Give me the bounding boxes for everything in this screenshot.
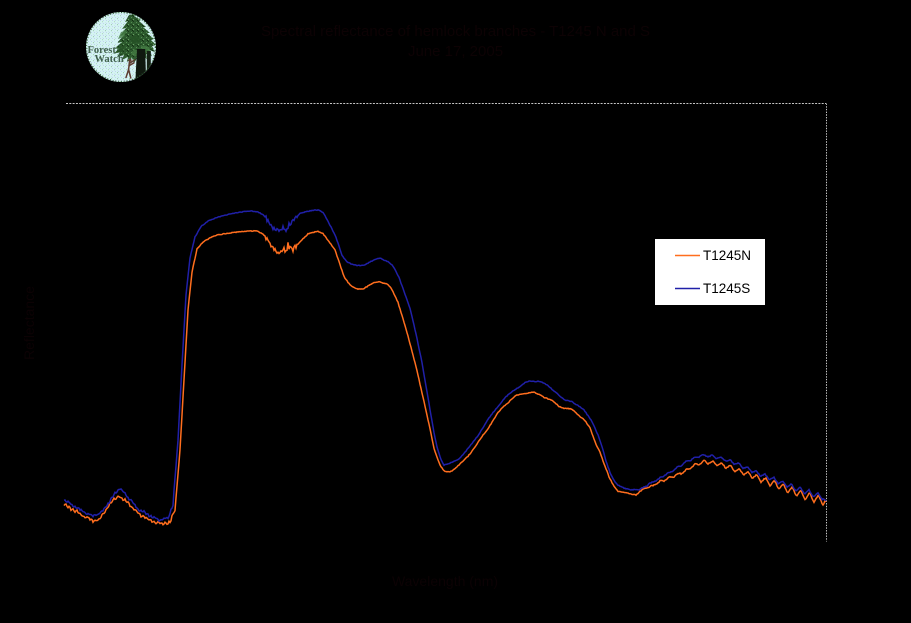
svg-text:Watch: Watch <box>95 54 124 65</box>
svg-text:T1245N: T1245N <box>703 248 751 263</box>
svg-text:Forest: Forest <box>88 45 117 56</box>
svg-text:T1245S: T1245S <box>703 281 750 296</box>
